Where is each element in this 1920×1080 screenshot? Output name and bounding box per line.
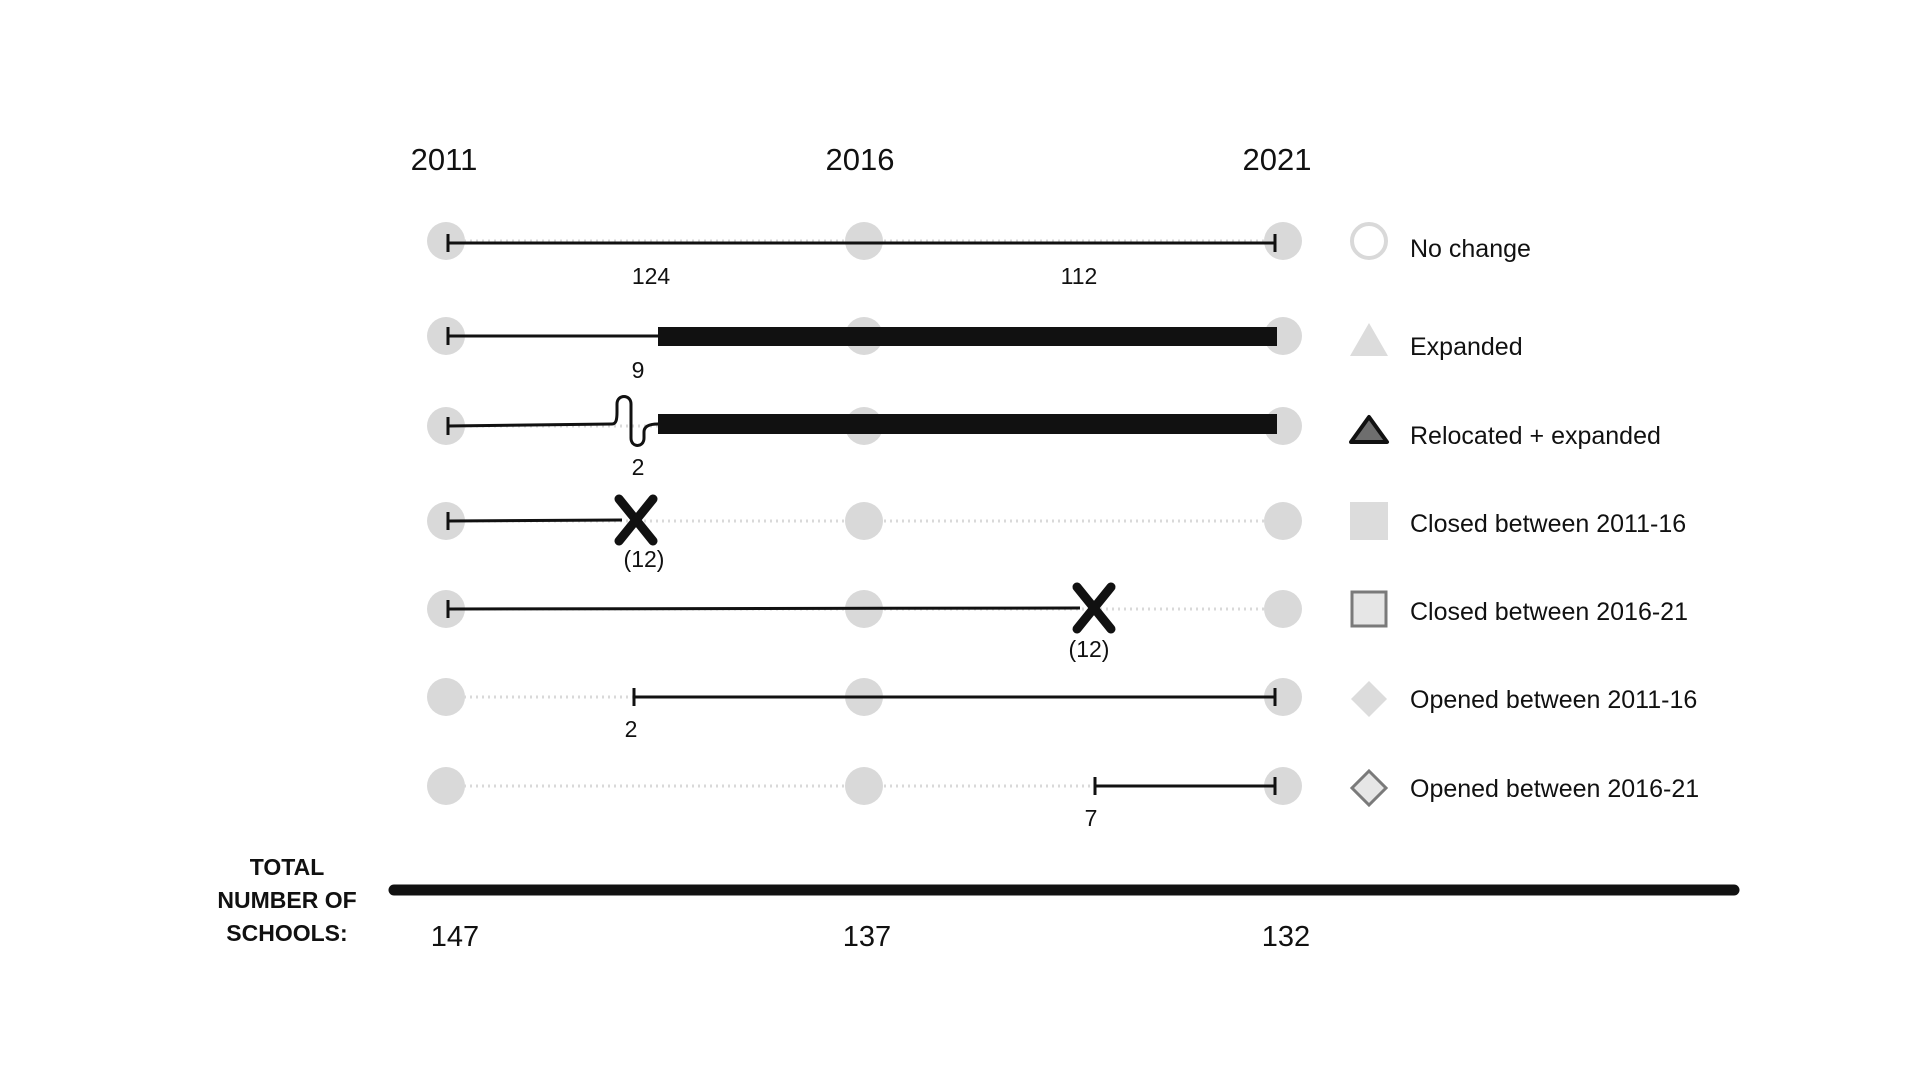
total-label-line-2: NUMBER OF	[217, 887, 356, 913]
no-change-count-2016-21: 112	[1061, 263, 1098, 289]
row-closed-2011-16: (12)	[446, 494, 665, 572]
total-value-2016: 137	[843, 921, 891, 953]
year-node	[1264, 678, 1302, 716]
opened-2011-16-count: 2	[625, 716, 638, 742]
year-headers: 2011 2016 2021	[411, 142, 1312, 177]
row-no-change: 124 112	[446, 234, 1277, 289]
year-node	[845, 502, 883, 540]
expanded-thick-bar	[658, 327, 1277, 346]
year-node	[845, 767, 883, 805]
year-node	[427, 590, 465, 628]
legend-label: Opened between 2016-21	[1410, 775, 1699, 803]
year-node	[1264, 222, 1302, 260]
closed-line	[447, 606, 1081, 611]
opened-2016-21-count: 7	[1085, 805, 1098, 831]
relocated-squiggle-line	[447, 395, 659, 447]
legend-label: Closed between 2011-16	[1410, 510, 1686, 538]
closed-2011-16-count: (12)	[624, 546, 665, 572]
legend-item-opened-2016-21: Opened between 2016-21	[1349, 768, 1699, 808]
year-node	[1264, 767, 1302, 805]
legend-label: Relocated + expanded	[1410, 422, 1661, 450]
row-relocated-expanded: 2	[446, 395, 1277, 480]
legend-label: Closed between 2016-21	[1410, 598, 1688, 626]
total-label-line-3: SCHOOLS:	[226, 920, 347, 946]
relocated-expanded-count: 2	[632, 454, 645, 480]
triangle-filled-icon	[1350, 323, 1388, 356]
year-node	[1264, 590, 1302, 628]
square-filled-icon	[1350, 502, 1388, 540]
year-node	[427, 317, 465, 355]
square-outline-icon	[1350, 590, 1388, 628]
row-guides	[427, 222, 1302, 805]
totals-section: TOTAL NUMBER OF SCHOOLS: 147 137 132	[217, 854, 1740, 953]
year-node	[427, 502, 465, 540]
year-node	[427, 407, 465, 445]
year-label-2021: 2021	[1243, 142, 1312, 177]
row-expanded: 9	[446, 327, 1277, 383]
year-node	[427, 767, 465, 805]
no-change-count-2011-16: 124	[632, 263, 671, 289]
year-label-2011: 2011	[411, 142, 478, 177]
expanded-count: 9	[632, 357, 645, 383]
circle-outline-icon	[1350, 222, 1388, 260]
closed-x-icon	[614, 494, 658, 546]
year-label-2016: 2016	[826, 142, 895, 177]
total-label-line-1: TOTAL	[250, 854, 325, 880]
closed-x-icon	[1072, 582, 1116, 634]
year-node	[427, 222, 465, 260]
legend-item-closed-2016-21: Closed between 2016-21	[1350, 590, 1688, 628]
row-opened-2011-16: 2	[625, 688, 1277, 742]
legend-item-closed-2011-16: Closed between 2011-16	[1350, 502, 1686, 540]
diamond-outline-icon	[1349, 768, 1389, 808]
legend-item-expanded: Expanded	[1350, 323, 1523, 361]
row-closed-2016-21: (12)	[446, 582, 1116, 662]
legend-item-opened-2011-16: Opened between 2011-16	[1351, 681, 1697, 717]
relocated-thick-bar	[658, 414, 1277, 434]
legend-label: Opened between 2011-16	[1410, 686, 1697, 714]
closed-line	[447, 518, 623, 523]
legend-label: No change	[1410, 235, 1531, 263]
legend: No change Expanded Relocated + expanded …	[1349, 222, 1699, 808]
legend-label: Expanded	[1410, 333, 1523, 361]
year-node	[845, 222, 883, 260]
total-value-2021: 132	[1262, 921, 1310, 953]
legend-item-relocated-expanded: Relocated + expanded	[1349, 415, 1661, 450]
legend-item-no-change: No change	[1350, 222, 1531, 263]
diamond-filled-icon	[1351, 681, 1387, 717]
closed-2016-21-count: (12)	[1069, 636, 1110, 662]
year-node	[427, 678, 465, 716]
row-opened-2016-21: 7	[1085, 777, 1277, 831]
triangle-dark-outlined-icon	[1349, 415, 1389, 444]
year-node	[1264, 502, 1302, 540]
total-value-2011: 147	[431, 921, 479, 953]
